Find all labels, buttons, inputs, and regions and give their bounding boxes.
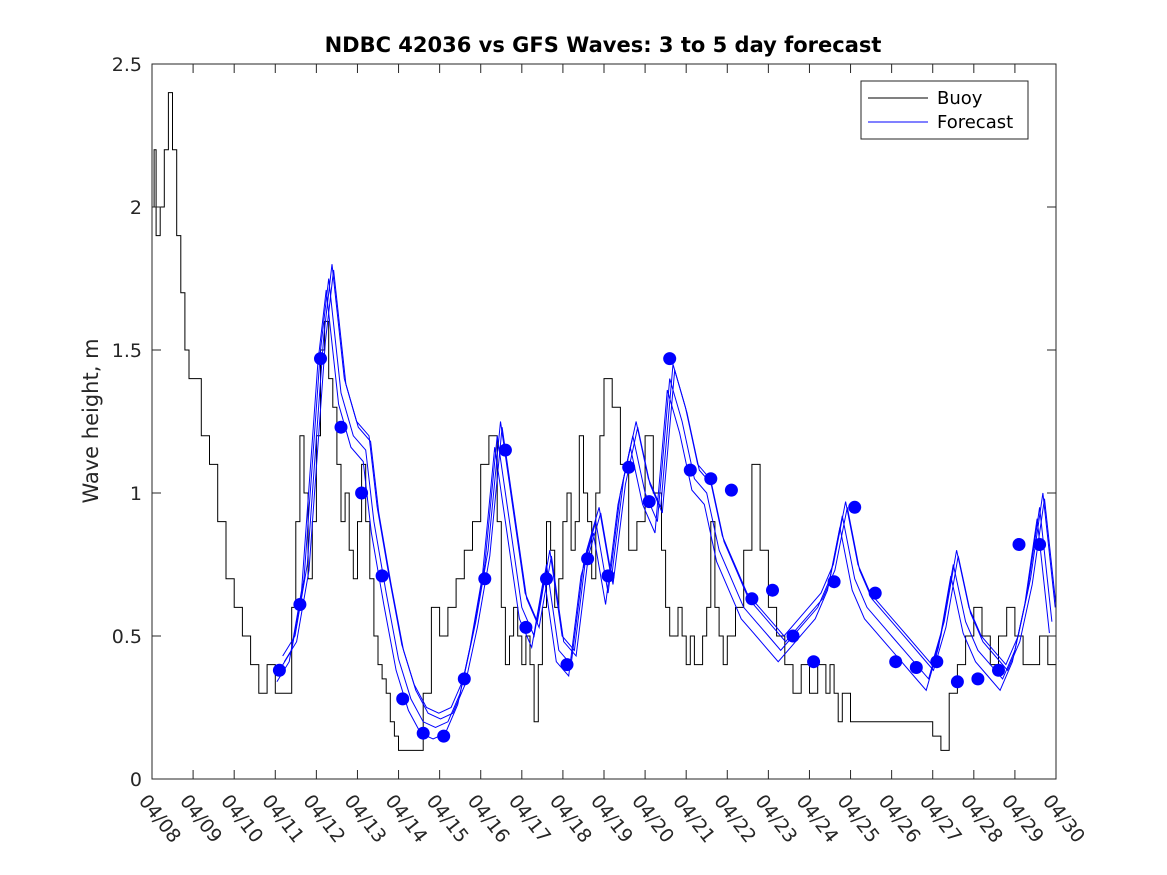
forecast-point	[457, 672, 471, 686]
forecast-point	[437, 729, 451, 743]
forecast-point	[807, 655, 821, 669]
buoy-series-line	[152, 92, 1056, 751]
y-axis-label: Wave height, m	[79, 338, 103, 503]
forecast-point	[416, 726, 430, 740]
y-tick-label: 1.5	[112, 340, 142, 362]
y-tick-label: 2	[130, 197, 142, 219]
forecast-point	[909, 661, 923, 674]
forecast-point	[581, 552, 595, 566]
legend-forecast-label: Forecast	[937, 112, 1013, 133]
forecast-point	[314, 352, 327, 366]
legend: Buoy Forecast	[860, 80, 1029, 140]
forecast-ensemble-line	[276, 289, 1050, 740]
forecast-point	[396, 692, 410, 706]
y-tick-label: 1	[130, 483, 142, 505]
forecast-point	[766, 583, 779, 597]
forecast-point	[1033, 538, 1047, 551]
forecast-point	[683, 463, 697, 477]
legend-buoy-label: Buoy	[937, 88, 983, 109]
forecast-point	[889, 655, 903, 669]
forecast-point	[293, 598, 307, 611]
forecast-point	[950, 675, 964, 689]
forecast-point	[334, 420, 348, 434]
forecast-point	[375, 569, 389, 583]
forecast-point	[827, 575, 841, 589]
forecast-point	[971, 672, 985, 686]
forecast-point	[355, 486, 369, 500]
forecast-point	[478, 572, 492, 586]
forecast-point	[704, 472, 718, 486]
forecast-point	[786, 629, 800, 643]
forecast-point	[272, 663, 286, 677]
forecast-point	[930, 655, 944, 669]
forecast-point	[868, 586, 882, 600]
forecast-point	[848, 500, 862, 514]
y-tick-label: 0.5	[112, 626, 142, 648]
forecast-point	[1012, 538, 1026, 551]
forecast-ensemble-line	[282, 264, 1056, 714]
plot-area	[152, 92, 1056, 751]
legend-box	[860, 80, 1029, 140]
forecast-point	[601, 569, 615, 583]
forecast-point	[519, 620, 533, 634]
y-axis: 0 0.5 1 1.5 2 2.5	[112, 54, 1056, 791]
forecast-ensemble-line	[283, 269, 1056, 720]
forecast-point	[724, 483, 738, 497]
forecast-point	[540, 572, 553, 586]
forecast-point	[560, 658, 574, 672]
forecast-point	[992, 663, 1005, 677]
chart-title: NDBC 42036 vs GFS Waves: 3 to 5 day fore…	[325, 33, 882, 57]
forecast-point	[663, 352, 677, 366]
forecast-point	[498, 443, 512, 457]
forecast-point	[622, 460, 636, 474]
forecast-point	[745, 592, 759, 606]
series-layer	[152, 92, 1056, 751]
y-tick-label: 0	[130, 769, 142, 791]
y-tick-label: 2.5	[112, 54, 142, 76]
forecast-point	[642, 495, 656, 509]
